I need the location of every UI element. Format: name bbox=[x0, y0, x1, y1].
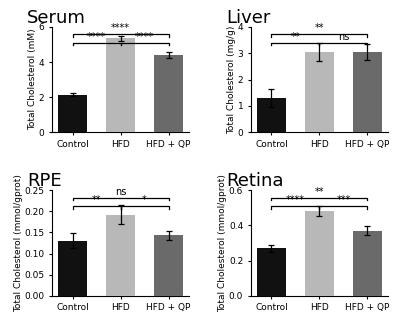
Y-axis label: Total Cholesterol (mM): Total Cholesterol (mM) bbox=[28, 29, 37, 130]
Bar bbox=[58, 241, 87, 296]
Text: *: * bbox=[142, 195, 147, 205]
Text: **: ** bbox=[315, 186, 324, 197]
Y-axis label: Total Cholesterol (mg/g): Total Cholesterol (mg/g) bbox=[227, 26, 236, 134]
Text: Retina: Retina bbox=[226, 172, 284, 190]
Bar bbox=[154, 55, 183, 132]
Text: ****: **** bbox=[135, 32, 154, 42]
Text: **: ** bbox=[92, 195, 101, 205]
Text: Liver: Liver bbox=[226, 9, 270, 27]
Bar bbox=[353, 52, 382, 132]
Text: RPE: RPE bbox=[27, 172, 62, 190]
Bar bbox=[257, 248, 286, 296]
Bar bbox=[305, 211, 334, 296]
Bar bbox=[106, 215, 135, 296]
Bar bbox=[257, 98, 286, 132]
Text: **: ** bbox=[291, 32, 300, 42]
Text: ns: ns bbox=[338, 32, 349, 42]
Text: ****: **** bbox=[87, 32, 106, 42]
Text: ***: *** bbox=[336, 195, 350, 205]
Bar bbox=[154, 236, 183, 296]
Bar bbox=[58, 94, 87, 132]
Text: ****: **** bbox=[286, 195, 305, 205]
Text: Serum: Serum bbox=[27, 9, 86, 27]
Bar bbox=[305, 52, 334, 132]
Text: ****: **** bbox=[111, 23, 130, 33]
Text: **: ** bbox=[315, 23, 324, 33]
Bar bbox=[353, 231, 382, 296]
Y-axis label: Total Cholesterol (mmol/gprot): Total Cholesterol (mmol/gprot) bbox=[14, 174, 23, 312]
Y-axis label: Total Cholesterol (mmol/gprot): Total Cholesterol (mmol/gprot) bbox=[218, 174, 228, 312]
Text: ns: ns bbox=[115, 186, 126, 197]
Bar bbox=[106, 38, 135, 132]
